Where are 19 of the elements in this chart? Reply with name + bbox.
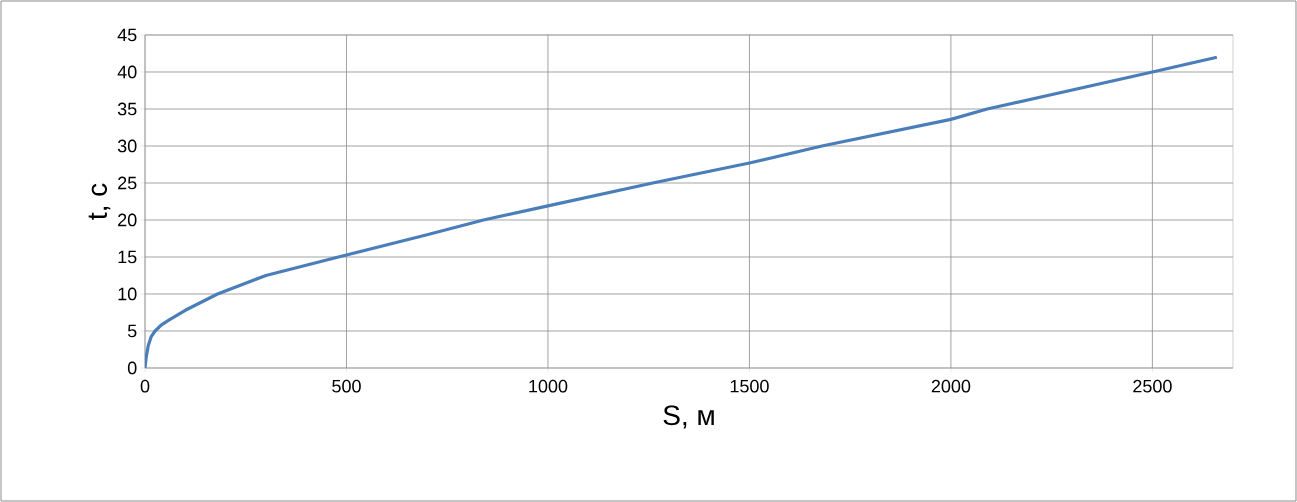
x-axis-title: S, м (663, 405, 714, 429)
x-tick-label: 1000 (529, 379, 568, 393)
x-tick-label: 2500 (1133, 379, 1172, 393)
y-tick-label: 25 (118, 176, 137, 190)
line-series (145, 55, 1219, 368)
y-tick-label: 10 (118, 287, 137, 301)
y-axis-title: t, с (88, 183, 111, 220)
y-tick-label: 20 (118, 213, 137, 227)
x-tick-label: 2000 (931, 379, 971, 393)
x-tick-label: 1500 (730, 379, 769, 393)
y-tick-label: 35 (117, 102, 137, 116)
y-tick-label: 0 (127, 361, 137, 375)
y-tick-label: 45 (117, 28, 137, 42)
y-tick-label: 40 (117, 65, 137, 79)
y-tick-label: 5 (127, 324, 137, 338)
x-tick-label: 500 (332, 379, 361, 393)
y-tick-label: 30 (117, 139, 137, 153)
x-tick-label: 0 (140, 379, 150, 393)
y-tick-label: 15 (118, 250, 137, 264)
